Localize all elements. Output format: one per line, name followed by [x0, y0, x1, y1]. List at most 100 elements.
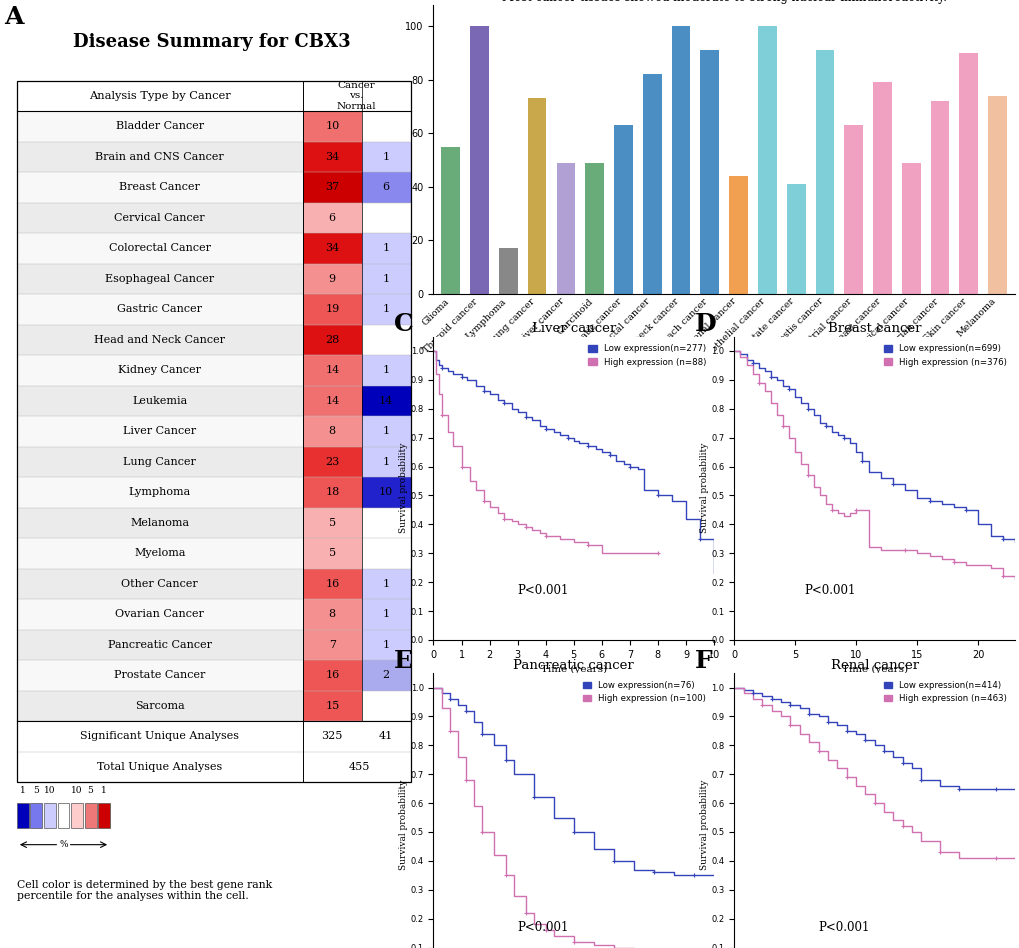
Bar [303, 141, 362, 173]
Bar [17, 507, 303, 538]
Bar [17, 538, 303, 569]
Bar [362, 173, 411, 203]
Text: Prostate Cancer: Prostate Cancer [114, 670, 205, 681]
Bar [362, 629, 411, 660]
Text: Cervical Cancer: Cervical Cancer [114, 213, 205, 223]
Text: 41: 41 [379, 731, 393, 741]
Bar [362, 507, 411, 538]
Title: Renal cancer: Renal cancer [829, 659, 918, 672]
Bar [872, 82, 891, 294]
Text: 10: 10 [71, 787, 83, 795]
Bar [17, 81, 411, 782]
Bar [441, 147, 460, 294]
Bar [303, 477, 362, 507]
Bar [31, 803, 43, 828]
Bar [527, 99, 546, 294]
Text: 9: 9 [328, 274, 335, 283]
Bar [362, 447, 411, 477]
Bar [303, 173, 362, 203]
Text: Cell color is determined by the best gene rank
percentile for the analyses withi: Cell color is determined by the best gen… [17, 880, 272, 902]
Bar [303, 690, 362, 721]
Text: P<0.001: P<0.001 [517, 584, 569, 597]
Bar [613, 125, 632, 294]
Bar [71, 803, 83, 828]
Bar [362, 264, 411, 294]
Bar [17, 629, 303, 660]
Text: 1: 1 [382, 152, 389, 162]
Bar [303, 294, 362, 324]
Bar [303, 203, 362, 233]
Title: Pancreatic cancer: Pancreatic cancer [513, 659, 634, 672]
Text: Ovarian Cancer: Ovarian Cancer [115, 610, 204, 619]
Bar [929, 101, 949, 294]
Bar [17, 803, 29, 828]
Bar [672, 27, 690, 294]
Text: 2: 2 [382, 670, 389, 681]
Text: 1: 1 [382, 457, 389, 466]
Bar [757, 27, 775, 294]
Text: Analysis Type by Cancer: Analysis Type by Cancer [89, 91, 230, 100]
Text: %: % [59, 840, 67, 849]
Bar [17, 324, 303, 356]
Text: 34: 34 [325, 244, 339, 253]
Bar [303, 629, 362, 660]
Y-axis label: Survival probability: Survival probability [398, 779, 408, 870]
Bar [98, 803, 110, 828]
Title: Most cancer tissues showed moderate to strong nuclear immunoreactivity.: Most cancer tissues showed moderate to s… [501, 0, 946, 4]
Text: Cancer
vs.
Normal: Cancer vs. Normal [336, 81, 376, 111]
Text: 37: 37 [325, 182, 339, 192]
Text: 14: 14 [325, 365, 339, 375]
Text: Significant Unique Analyses: Significant Unique Analyses [81, 731, 239, 741]
Bar [17, 690, 303, 721]
Bar [362, 203, 411, 233]
Text: Other Cancer: Other Cancer [121, 579, 198, 589]
Bar [303, 416, 362, 447]
Bar [17, 416, 303, 447]
Text: 1: 1 [382, 640, 389, 649]
Text: 1: 1 [382, 304, 389, 315]
Bar [17, 599, 303, 629]
Bar [362, 141, 411, 173]
Text: Colorectal Cancer: Colorectal Cancer [109, 244, 211, 253]
Bar [303, 599, 362, 629]
Text: P<0.001: P<0.001 [817, 921, 869, 934]
Legend: Low expression(n=414), High expression (n=463): Low expression(n=414), High expression (… [879, 678, 1010, 706]
Text: 28: 28 [325, 335, 339, 345]
Text: Brain and CNS Cancer: Brain and CNS Cancer [96, 152, 224, 162]
Text: Disease Summary for CBX3: Disease Summary for CBX3 [72, 33, 351, 51]
Bar [844, 125, 862, 294]
Text: 23: 23 [325, 457, 339, 466]
Bar [303, 569, 362, 599]
Text: 14: 14 [379, 396, 393, 406]
Bar [44, 803, 56, 828]
Bar [303, 507, 362, 538]
Text: 10: 10 [44, 787, 56, 795]
Text: 8: 8 [328, 427, 335, 436]
Text: Breast Cancer: Breast Cancer [119, 182, 200, 192]
Y-axis label: Survival probability: Survival probability [398, 443, 408, 534]
Title: Breast cancer: Breast cancer [827, 322, 920, 336]
Bar [17, 477, 303, 507]
Legend: Low expression(n=699), High expression (n=376): Low expression(n=699), High expression (… [879, 341, 1010, 370]
Bar [303, 264, 362, 294]
Text: 7: 7 [328, 640, 335, 649]
Text: 1: 1 [101, 787, 107, 795]
Bar [362, 477, 411, 507]
Text: 5: 5 [328, 548, 335, 558]
Bar [959, 53, 977, 294]
Text: Esophageal Cancer: Esophageal Cancer [105, 274, 214, 283]
Bar [498, 248, 518, 294]
Text: 1: 1 [382, 274, 389, 283]
Text: Liver Cancer: Liver Cancer [123, 427, 197, 436]
Bar [303, 233, 362, 264]
Text: 455: 455 [348, 762, 370, 772]
Text: P<0.001: P<0.001 [804, 584, 855, 597]
Bar [362, 356, 411, 386]
Bar [585, 163, 603, 294]
Bar [17, 294, 303, 324]
Bar [17, 111, 303, 141]
Text: 16: 16 [325, 670, 339, 681]
Text: Leukemia: Leukemia [132, 396, 187, 406]
Bar [303, 386, 362, 416]
Text: Head and Neck Cancer: Head and Neck Cancer [94, 335, 225, 345]
